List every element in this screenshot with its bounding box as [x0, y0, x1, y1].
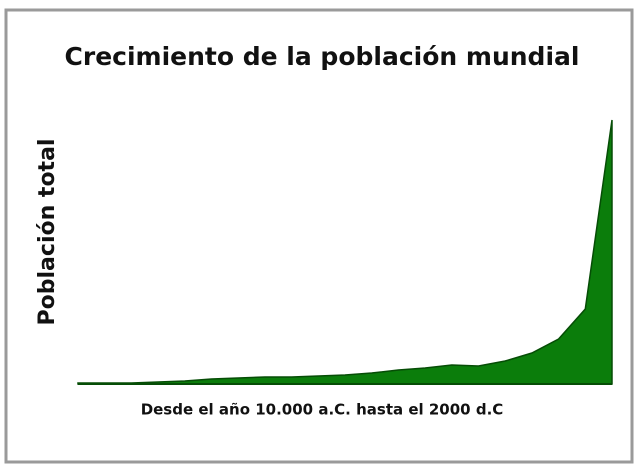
- x-axis-label: Desde el año 10.000 a.C. hasta el 2000 d…: [141, 401, 504, 419]
- area: [77, 119, 613, 385]
- y-axis-label: Población total: [35, 139, 60, 326]
- chart-title: Crecimiento de la población mundial: [65, 42, 580, 71]
- frame: [4, 8, 634, 464]
